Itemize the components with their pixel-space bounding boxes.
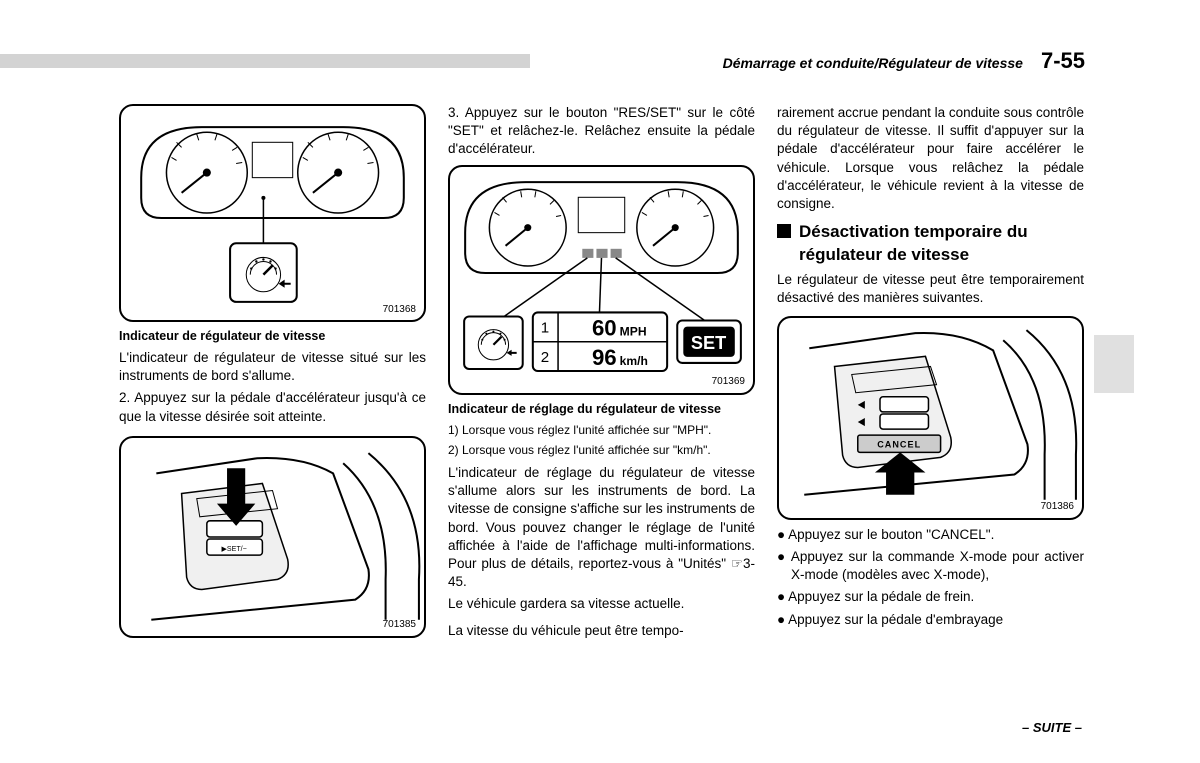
figure-number: 701386 (1041, 500, 1074, 514)
continued-marker: – SUITE – (1022, 720, 1082, 735)
thumb-tab (1094, 335, 1134, 393)
figure-number: 701369 (712, 375, 745, 389)
list-item: 2) Lorsque vous réglez l'unité affichée … (448, 442, 755, 458)
body-text: Le régulateur de vitesse peut être tempo… (777, 271, 1084, 307)
body-text: rairement accrue pendant la conduite sou… (777, 104, 1084, 213)
figure-set-button: ▶SET/− 701385 (119, 436, 426, 638)
figure-caption: Indicateur de réglage du régulateur de v… (448, 401, 755, 418)
heading-text: Désactivation temporaire du régulateur d… (799, 221, 1084, 267)
column-2: 3. Appuyez sur le bouton "RES/SET" sur l… (448, 104, 755, 644)
column-3: rairement accrue pendant la conduite sou… (777, 104, 1084, 644)
bullet-item: ● Appuyez sur la commande X-mode pour ac… (777, 548, 1084, 584)
figure-cancel-button: CANCEL 701386 (777, 316, 1084, 520)
figure-caption: Indicateur de régulateur de vitesse (119, 328, 426, 345)
section-title: Démarrage et conduite/Régulateur de vite… (723, 55, 1023, 71)
set-label: ▶SET/− (222, 546, 247, 553)
column-1: 701368 Indicateur de régulateur de vites… (119, 104, 426, 644)
page-number: 7-55 (1041, 48, 1085, 74)
speed-value: 60 (592, 315, 617, 340)
speed-value: 96 (592, 345, 617, 370)
body-text: L'indicateur de réglage du régulateur de… (448, 464, 755, 592)
section-heading: Désactivation temporaire du régulateur d… (777, 221, 1084, 267)
figure-number: 701368 (383, 303, 416, 317)
body-text: 3. Appuyez sur le bouton "RES/SET" sur l… (448, 104, 755, 159)
page-header: Démarrage et conduite/Régulateur de vite… (723, 48, 1085, 74)
speed-unit: MPH (620, 324, 647, 338)
cancel-label: CANCEL (877, 439, 921, 449)
heading-square-icon (777, 224, 791, 238)
row-num: 1 (541, 319, 549, 336)
row-num: 2 (541, 349, 549, 366)
speed-unit: km/h (620, 354, 648, 368)
body-text: La vitesse du véhicule peut être tempo- (448, 622, 755, 640)
body-text: Le véhicule gardera sa vitesse actuelle. (448, 595, 755, 613)
figure-set-indicator: 1 2 60 MPH 96 km/h SET 701369 (448, 165, 755, 395)
bullet-item: ● Appuyez sur la pédale d'embrayage (777, 611, 1084, 629)
body-text: L'indicateur de régulateur de vitesse si… (119, 349, 426, 385)
header-gray-bar (0, 54, 530, 68)
figure-cruise-indicator: 701368 (119, 104, 426, 322)
bullet-item: ● Appuyez sur la pédale de frein. (777, 588, 1084, 606)
bullet-item: ● Appuyez sur le bouton "CANCEL". (777, 526, 1084, 544)
content-columns: 701368 Indicateur de régulateur de vites… (119, 104, 1084, 644)
list-item: 1) Lorsque vous réglez l'unité affichée … (448, 422, 755, 438)
figure-number: 701385 (383, 618, 416, 632)
body-text: 2. Appuyez sur la pédale d'accélérateur … (119, 389, 426, 425)
set-indicator: SET (691, 332, 726, 352)
